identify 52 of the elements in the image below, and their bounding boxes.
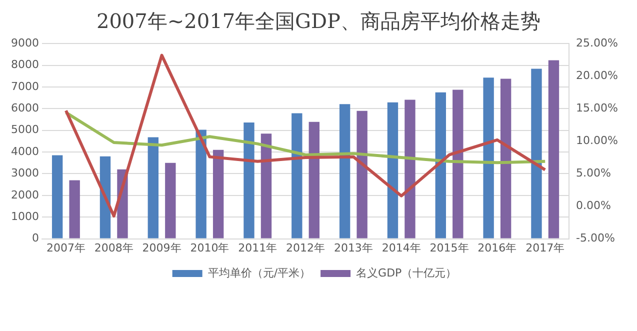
y-tick-label: 5000	[10, 123, 39, 136]
chart-title: 2007年~2017年全国GDP、商品房平均价格走势	[95, 8, 542, 34]
y2-tick-label: 20.00%	[576, 68, 618, 82]
x-tick-label: 2008年	[94, 241, 134, 254]
bar	[356, 110, 368, 238]
y2-tick-label: 5.00%	[576, 166, 612, 180]
legend-label: 平均单价（元/平米）	[208, 266, 311, 280]
y-tick-label: 0	[32, 232, 39, 245]
x-tick-label: 2017年	[526, 241, 565, 254]
bar	[244, 122, 254, 238]
y-tick-label: 8000	[10, 58, 39, 72]
x-tick-label: 2007年	[46, 241, 86, 254]
bar	[292, 113, 302, 238]
x-tick-label: 2013年	[334, 241, 373, 254]
bar	[500, 78, 512, 238]
bar	[100, 156, 111, 238]
bar	[260, 134, 272, 238]
y-tick-label: 6000	[10, 102, 39, 115]
y2-tick-label: -5.00%	[576, 232, 615, 245]
x-tick-label: 2014年	[382, 241, 421, 254]
bar	[387, 102, 398, 238]
y-tick-label: 4000	[10, 144, 39, 158]
y2-tick-label: 15.00%	[576, 102, 618, 115]
bar	[531, 68, 542, 238]
bar	[308, 122, 320, 238]
y2-tick-label: 10.00%	[576, 134, 618, 148]
bar	[548, 60, 560, 238]
y2-tick-label: 0.00%	[576, 199, 612, 212]
x-tick-label: 2011年	[238, 241, 278, 254]
x-tick-label: 2010年	[190, 241, 230, 254]
legend-label: 名义GDP（十亿元）	[356, 266, 457, 280]
bar	[339, 104, 350, 238]
y-tick-label: 3000	[10, 166, 39, 180]
bar	[483, 78, 494, 238]
y2-tick-label: 25.00%	[576, 36, 618, 50]
y-tick-label: 2000	[10, 188, 39, 202]
x-tick-label: 2012年	[286, 241, 326, 254]
bar	[404, 100, 416, 238]
bar	[212, 150, 224, 238]
y-tick-label: 9000	[10, 36, 39, 50]
y-tick-label: 7000	[10, 80, 39, 93]
bar	[52, 155, 63, 238]
x-tick-label: 2016年	[478, 241, 517, 254]
bar	[165, 162, 176, 238]
bar	[196, 130, 206, 238]
x-tick-label: 2015年	[430, 241, 469, 254]
bar	[435, 92, 446, 238]
bar	[69, 180, 80, 238]
y-tick-label: 1000	[10, 210, 39, 223]
bar	[148, 137, 159, 238]
x-tick-label: 2009年	[142, 241, 182, 254]
bar	[452, 90, 464, 238]
